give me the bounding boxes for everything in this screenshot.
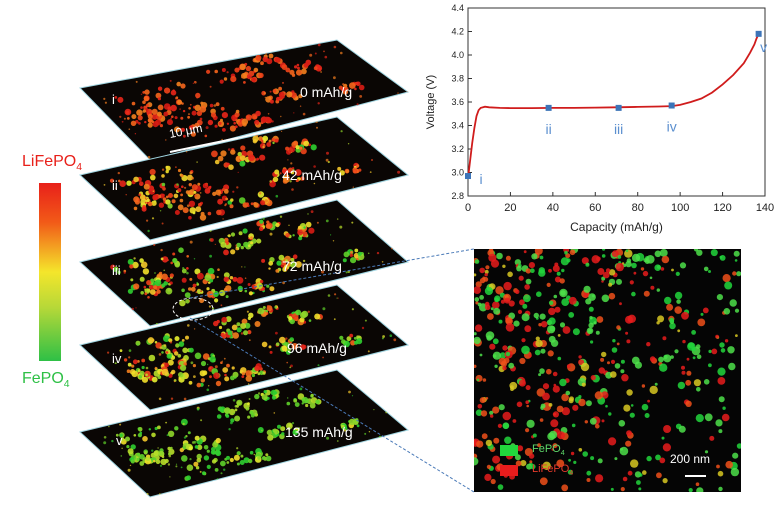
- y-tick-label-6: 4.0: [451, 50, 464, 60]
- x-tick-label-4: 80: [632, 202, 644, 214]
- stack-scale-label: 10 μm: [168, 121, 204, 141]
- legend-swatch-fepo4: [500, 445, 518, 456]
- marker-label-ii: ii: [545, 121, 551, 137]
- zoom-image-panel: FePO4 LiFePO4 200 nm: [474, 249, 741, 492]
- marker-label-iii: iii: [614, 121, 623, 137]
- layer-label-4: iv: [112, 351, 122, 366]
- marker-iv: [668, 102, 675, 109]
- colorbar-top-label: LiFePO4: [22, 153, 83, 174]
- y-tick-label-5: 3.8: [451, 74, 464, 84]
- colorbar: [39, 183, 61, 361]
- x-tick-label-0: 0: [465, 202, 471, 214]
- voltage-capacity-chart: 0 20 40 60 80 100 120 140 2.8 3.0 3.2 3.4 3.6 3.8 4.0 4…: [425, 3, 774, 234]
- y-tick-label-7: 4.2: [451, 27, 464, 37]
- x-tick-label-2: 40: [547, 202, 559, 214]
- zoom-region-circle: [172, 297, 214, 321]
- y-tick-label-8: 4.4: [451, 3, 464, 13]
- zoom-scale-bar: [685, 475, 706, 477]
- y-tick-label-4: 3.6: [451, 97, 464, 107]
- layer-label-3: iii: [112, 263, 121, 278]
- marker-i: [465, 173, 471, 180]
- layer-stack: 10 μm: [78, 39, 410, 498]
- marker-label-i: i: [479, 171, 482, 187]
- y-tick-label-1: 3.0: [451, 168, 464, 178]
- layer-capacity-5: 135 mAh/g: [285, 424, 353, 440]
- layer-capacity-4: 96 mAh/g: [287, 340, 347, 356]
- layer-plane-2: [78, 116, 410, 241]
- legend-swatch-lifepo4: [500, 465, 518, 476]
- legend-label-fepo4: FePO4: [532, 443, 565, 458]
- layer-capacity-1: 0 mAh/g: [300, 84, 353, 100]
- x-tick-label-7: 140: [756, 202, 774, 214]
- marker-v: [755, 30, 762, 37]
- legend-label-lifepo4: LiFePO4: [532, 463, 574, 478]
- marker-ii: [545, 104, 552, 111]
- marker-label-iv: iv: [667, 119, 677, 135]
- x-axis-label: Capacity (mAh/g): [570, 220, 663, 234]
- marker-iii: [615, 104, 622, 111]
- series-line-0: [467, 33, 760, 179]
- layer-plane-5: [78, 369, 410, 498]
- layer-capacity-3: 72 mAh/g: [282, 258, 342, 274]
- x-tick-label-5: 100: [671, 202, 689, 214]
- zoom-scale-label: 200 nm: [670, 452, 711, 466]
- y-tick-label-3: 3.4: [451, 121, 464, 131]
- x-tick-label-3: 60: [589, 202, 601, 214]
- layer-plane-1: [78, 39, 410, 161]
- layer-capacity-2: 42 mAh/g: [282, 167, 342, 183]
- layer-label-5: v: [116, 433, 123, 448]
- x-tick-label-1: 20: [504, 202, 516, 214]
- marker-label-v: v: [760, 39, 767, 55]
- x-tick-label-6: 120: [713, 202, 731, 214]
- layer-plane-4: [78, 284, 410, 411]
- stack-scale-bar: [169, 137, 239, 153]
- y-axis-label: Voltage (V): [425, 75, 437, 129]
- layer-label-1: i: [112, 92, 115, 107]
- layer-label-2: ii: [112, 178, 118, 193]
- colorbar-bottom-label: FePO4: [22, 370, 70, 391]
- layer-plane-3: [78, 199, 410, 327]
- plot-frame: [467, 7, 766, 197]
- y-tick-label-2: 3.2: [451, 144, 464, 154]
- y-tick-label-0: 2.8: [451, 191, 464, 201]
